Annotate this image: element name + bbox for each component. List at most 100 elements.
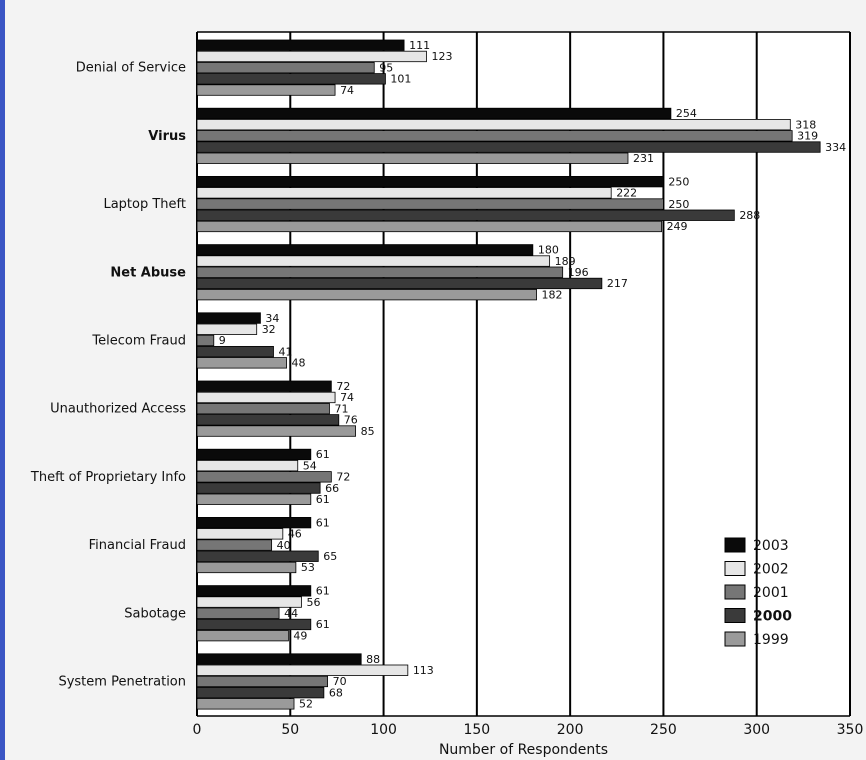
bar-value-label: 189 (555, 255, 576, 268)
bar-value-label: 40 (277, 539, 291, 552)
bar (196, 130, 793, 142)
bar-value-label: 68 (329, 686, 343, 699)
bar-value-label: 85 (361, 425, 375, 438)
bar (196, 220, 662, 233)
legend-swatch (724, 537, 746, 553)
chart-frame: 111 123 95 101 74 254 318 319 334 231 250 222 250 288… (5, 0, 866, 760)
category-label: Telecom Fraud (91, 333, 186, 348)
x-tick-labels: 0 50 100 150 200 250 300 350 (193, 722, 864, 738)
bar (196, 209, 735, 221)
x-axis-title: Number of Respondents (439, 742, 608, 758)
category-label: Sabotage (124, 606, 186, 621)
bar-value-label: 61 (316, 618, 330, 631)
bar (196, 471, 332, 483)
bar-value-label: 49 (293, 629, 307, 642)
legend-swatch (724, 631, 746, 647)
bar (196, 630, 289, 642)
x-tick-label: 0 (193, 722, 202, 738)
category-label: Net Abuse (110, 265, 186, 280)
bar-value-label: 123 (431, 50, 452, 63)
bar-value-label: 101 (390, 73, 411, 86)
category-label: Virus (148, 129, 186, 144)
bar-value-label: 61 (316, 448, 330, 461)
bar-value-label: 74 (340, 391, 354, 404)
category-labels: Denial of Service Virus Laptop Theft Net Ab… (30, 61, 186, 690)
bar-value-label: 318 (795, 118, 816, 131)
category-label: Unauthorized Access (50, 402, 186, 417)
bar-value-label: 249 (667, 220, 688, 233)
legend: 2003 2002 2001 2000 1999 (724, 537, 792, 648)
bar-value-label: 334 (825, 141, 846, 154)
bar-value-label: 180 (538, 244, 559, 257)
bar-value-label: 61 (316, 585, 330, 598)
bar (196, 391, 336, 404)
bar (196, 107, 672, 120)
bar-value-label: 217 (607, 277, 628, 290)
bar (196, 198, 664, 210)
bar-value-label: 222 (616, 187, 637, 200)
bar (196, 402, 330, 415)
category-label: Denial of Service (76, 61, 186, 76)
bar (196, 585, 312, 597)
bar (196, 119, 791, 131)
bar-value-label: 74 (340, 84, 354, 97)
x-tick-label: 100 (370, 722, 397, 738)
category-label: Laptop Theft (103, 197, 186, 212)
bar-value-label: 113 (413, 664, 434, 677)
bar (196, 425, 356, 437)
bar (196, 357, 287, 369)
x-tick-label: 300 (743, 722, 770, 738)
x-tick-label: 200 (557, 722, 584, 738)
bar (196, 187, 612, 199)
bar (196, 687, 325, 699)
bar (196, 277, 603, 290)
bar (196, 175, 664, 188)
x-tick-label: 350 (837, 722, 864, 738)
bars (196, 39, 821, 710)
bar (196, 323, 258, 335)
bar (196, 141, 821, 153)
bar-value-label: 76 (344, 414, 358, 427)
bar (196, 653, 362, 665)
bar (196, 244, 534, 256)
category-label: System Penetration (58, 674, 186, 689)
bar (196, 288, 537, 301)
bar-value-label: 41 (278, 345, 292, 358)
bar-value-label: 46 (288, 528, 302, 541)
bar-value-label: 196 (568, 266, 589, 279)
bar (196, 266, 564, 278)
bar (196, 664, 409, 676)
x-tick-label: 50 (281, 722, 299, 738)
bar-value-label: 53 (301, 561, 315, 574)
bar-value-label: 44 (284, 607, 298, 620)
bar-value-label: 9 (219, 334, 226, 347)
bar (196, 50, 427, 63)
bar (196, 607, 280, 619)
bar-value-label: 61 (316, 516, 330, 529)
legend-label: 2003 (753, 538, 789, 554)
bar (196, 675, 329, 688)
bar-value-label: 34 (265, 312, 279, 325)
bar (196, 698, 295, 710)
bar-value-label: 182 (542, 288, 563, 301)
bar-value-label: 319 (797, 130, 818, 143)
bar-value-label: 56 (306, 596, 320, 609)
bar-value-label: 72 (336, 380, 350, 393)
bar-value-label: 61 (316, 493, 330, 506)
bar (196, 448, 312, 461)
x-tick-label: 150 (463, 722, 490, 738)
bar (196, 73, 386, 85)
bar-value-label: 65 (323, 550, 337, 563)
bar (196, 380, 332, 392)
bar (196, 152, 629, 164)
bar (196, 528, 284, 540)
bar (196, 517, 312, 529)
bar (196, 312, 261, 324)
legend-swatch (724, 608, 746, 623)
bar (196, 84, 336, 96)
bar (196, 255, 551, 267)
bar (196, 561, 297, 574)
bar (196, 493, 312, 505)
bar (196, 618, 312, 631)
bar (196, 482, 321, 494)
